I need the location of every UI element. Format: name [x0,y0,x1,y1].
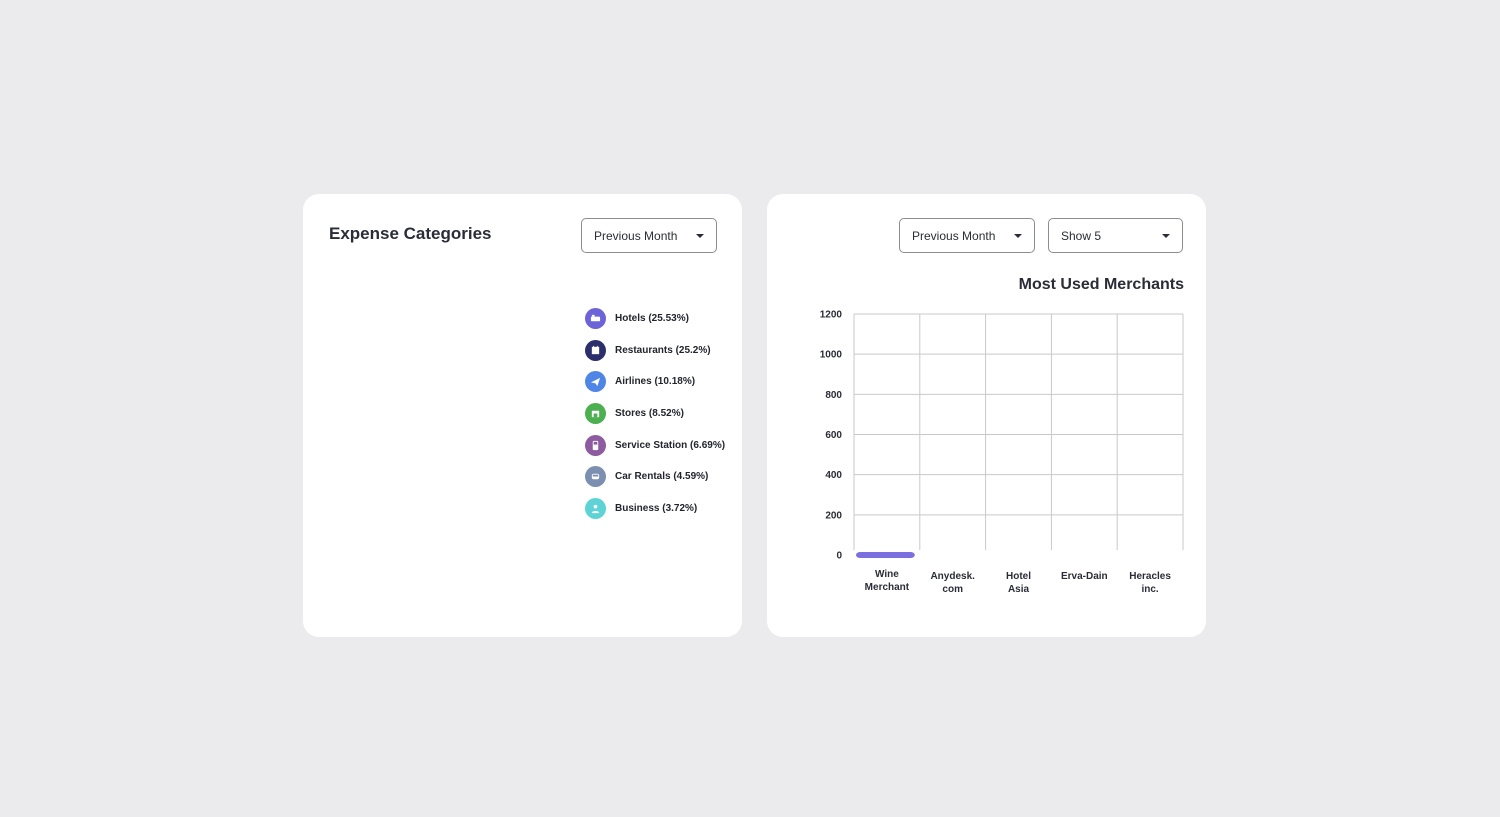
x-tick-label: Erva-Dain [1061,571,1108,582]
legend-label: Hotels (25.53%) [615,313,689,324]
bed-icon [585,308,606,329]
x-tick-label: Anydesk. [930,571,975,582]
most-used-merchants-card: Previous Month Show 5 Most Used Merchant… [767,194,1206,637]
merchants-period-value: Previous Month [912,228,996,243]
legend-label: Service Station (6.69%) [615,439,726,451]
baseline-mask [855,558,1184,566]
x-tick-label: Heracles [1129,571,1171,582]
y-tick-label: 200 [825,510,842,521]
y-tick-label: 1000 [820,350,843,361]
bar [856,552,915,558]
legend-item: Business (3.72%) [585,498,725,520]
merchants-count-dropdown[interactable]: Show 5 [1048,218,1183,253]
legend-label: Airlines (10.18%) [615,376,696,388]
y-tick-label: 400 [825,470,842,481]
merchants-count-value: Show 5 [1061,228,1102,243]
merchants-bar-chart: 0 200 400 600 800 1000 1200 Wine Merchant Anydesk… [820,310,1184,595]
utensils-icon [585,339,606,361]
legend-item: Hotels (25.53%) [585,308,725,329]
y-tick-label: 1200 [820,310,843,321]
chevron-down-icon [1014,234,1022,238]
legend-label: Car Rentals (4.59%) [615,471,709,483]
expense-categories-card: Expense Categories Previous Month Hotels… [303,194,742,637]
legend-label: Business (3.72%) [615,503,698,515]
legend-label: Restaurants (25.2%) [615,344,711,356]
legend-item: Service Station (6.69%) [585,434,726,456]
x-tick-label: Hotel [1006,571,1031,582]
x-tick-label: inc. [1141,584,1158,595]
car-icon [585,466,606,488]
x-tick-label: com [942,584,963,595]
fuel-icon [585,434,606,456]
x-tick-label: Asia [1008,584,1030,595]
chevron-down-icon [696,234,704,238]
x-tick-label: Wine [875,569,899,580]
store-icon [585,403,606,425]
plane-icon [585,371,606,393]
legend-item: Restaurants (25.2%) [585,339,725,361]
legend-item: Car Rentals (4.59%) [585,466,725,488]
person-icon [585,498,606,520]
x-tick-label: Merchant [865,582,910,593]
y-tick-label: 0 [836,551,842,562]
chart-title: Most Used Merchants [1018,276,1184,293]
expense-period-dropdown[interactable]: Previous Month [581,218,717,253]
merchants-period-dropdown[interactable]: Previous Month [899,218,1035,253]
expense-categories-title: Expense Categories [329,224,492,243]
expense-period-value: Previous Month [594,228,678,243]
y-tick-label: 600 [825,430,842,441]
legend-item: Airlines (10.18%) [585,371,725,393]
expense-legend: Hotels (25.53%) Restaurants (25.2%) Airlin… [585,308,725,530]
legend-label: Stores (8.52%) [615,408,684,420]
chevron-down-icon [1162,234,1170,238]
y-tick-label: 800 [825,390,842,401]
legend-item: Stores (8.52%) [585,403,725,425]
